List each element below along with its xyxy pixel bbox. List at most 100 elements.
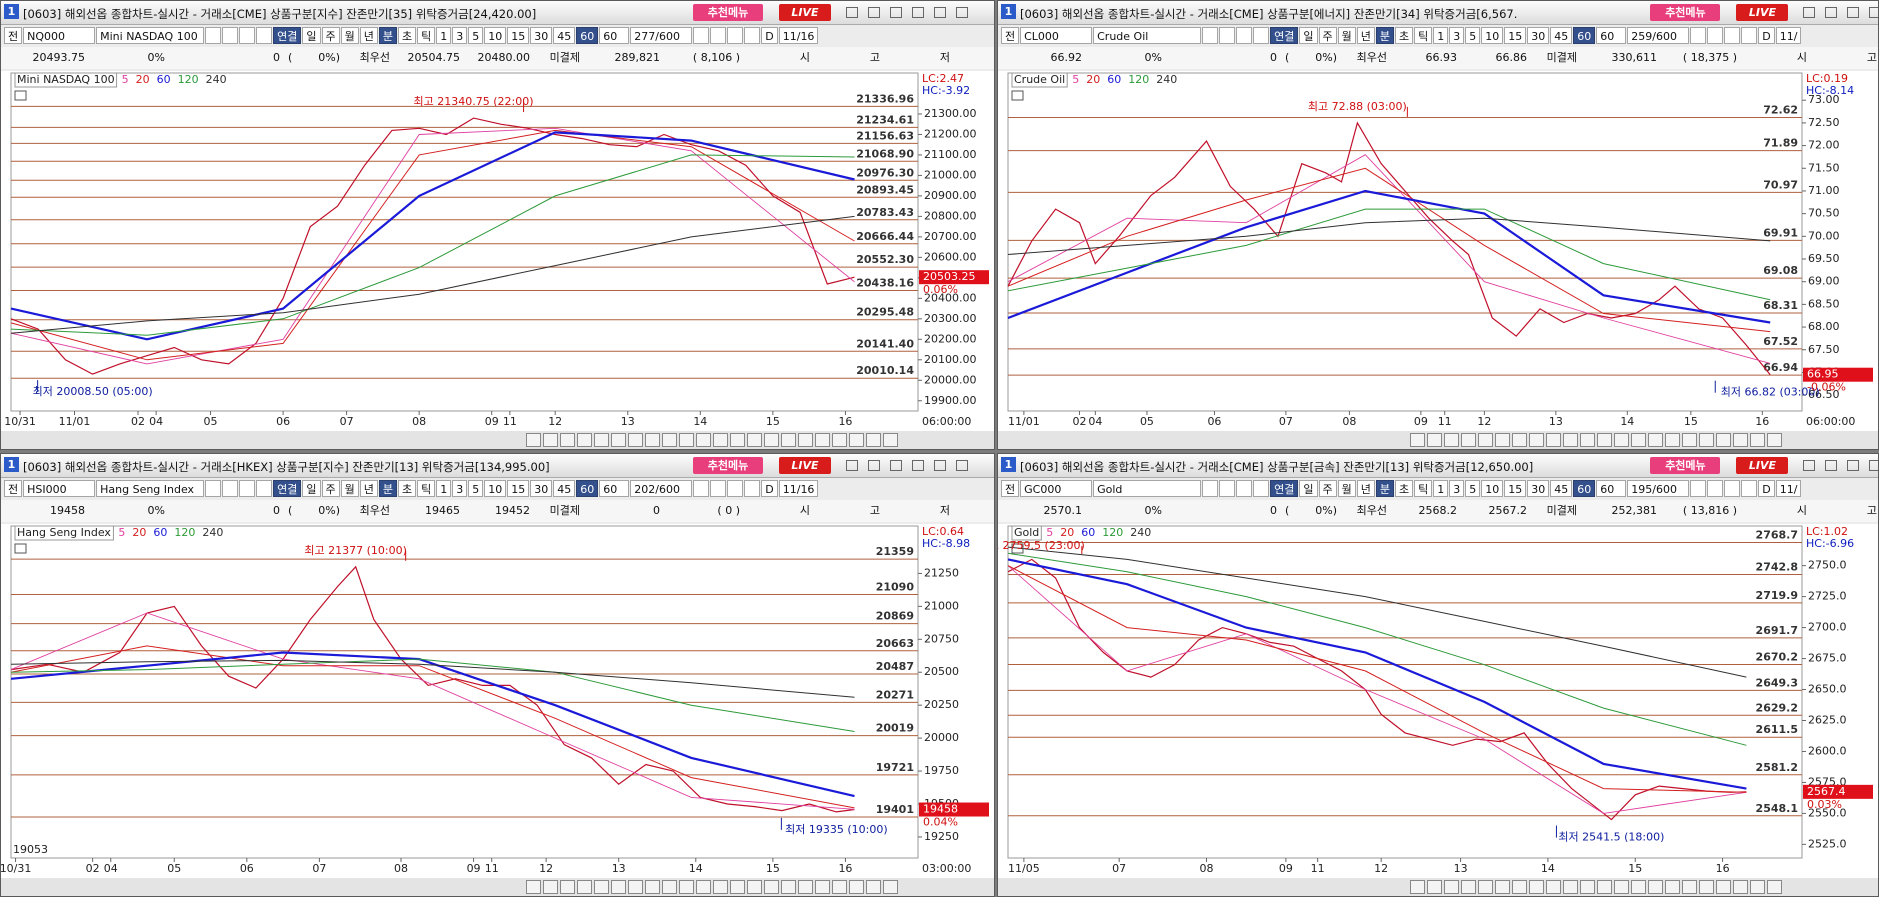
toolbar-button[interactable]: 10: [484, 27, 507, 44]
toolbar-button[interactable]: 년: [359, 480, 378, 497]
scroll-control[interactable]: [645, 433, 660, 447]
scroll-control[interactable]: [1444, 433, 1459, 447]
toolbar-button[interactable]: 10: [484, 480, 507, 497]
window-control[interactable]: [846, 460, 858, 471]
toolbar-button[interactable]: 30: [1527, 480, 1550, 497]
toolbar-button[interactable]: 월: [1337, 27, 1356, 44]
scroll-control[interactable]: [747, 880, 762, 894]
scroll-control[interactable]: [798, 433, 813, 447]
toolbar-button[interactable]: D: [1758, 480, 1775, 497]
scroll-control[interactable]: [577, 433, 592, 447]
scroll-control[interactable]: [1733, 880, 1748, 894]
toolbar-button[interactable]: 초: [398, 27, 417, 44]
toolbar-button[interactable]: 전: [1001, 480, 1020, 497]
toolbar-button[interactable]: Gold: [1093, 480, 1202, 497]
toolbar-button[interactable]: GC000: [1020, 480, 1093, 497]
toolbar-button[interactable]: 연결: [1270, 480, 1299, 497]
scroll-control[interactable]: [645, 880, 660, 894]
toolbar-button[interactable]: 년: [1356, 27, 1375, 44]
scroll-control[interactable]: [713, 880, 728, 894]
toolbar-button[interactable]: 일: [1299, 480, 1318, 497]
toolbar-button[interactable]: 틱: [1414, 27, 1433, 44]
scroll-control[interactable]: [1427, 433, 1442, 447]
scroll-control[interactable]: [1597, 433, 1612, 447]
scroll-control[interactable]: [1461, 433, 1476, 447]
scroll-control[interactable]: [730, 880, 745, 894]
toolbar-icon[interactable]: [1707, 480, 1724, 497]
toolbar-button[interactable]: 월: [1337, 480, 1356, 497]
toolbar-button[interactable]: 분: [1375, 480, 1394, 497]
scroll-control[interactable]: [1716, 433, 1731, 447]
toolbar-button[interactable]: 10: [1481, 480, 1504, 497]
window-control[interactable]: [846, 7, 858, 18]
toolbar-icon[interactable]: [1707, 27, 1724, 44]
scroll-control[interactable]: [730, 433, 745, 447]
scroll-control[interactable]: [611, 433, 626, 447]
window-control[interactable]: [890, 460, 902, 471]
toolbar-button[interactable]: 5: [1465, 480, 1481, 497]
toolbar-button[interactable]: 3: [452, 480, 468, 497]
promo-button[interactable]: 추천메뉴: [693, 457, 763, 474]
scroll-control[interactable]: [1529, 433, 1544, 447]
toolbar-button[interactable]: 주: [1318, 480, 1337, 497]
scroll-control[interactable]: [1767, 880, 1782, 894]
scroll-control[interactable]: [1444, 880, 1459, 894]
toolbar-button[interactable]: 전: [1001, 27, 1020, 44]
live-button[interactable]: LIVE: [1736, 457, 1789, 474]
toolbar-icon[interactable]: [205, 27, 222, 44]
scroll-control[interactable]: [1580, 433, 1595, 447]
live-button[interactable]: LIVE: [1736, 4, 1789, 21]
toolbar-button[interactable]: 5: [468, 27, 484, 44]
window-control[interactable]: [956, 460, 968, 471]
toolbar-button[interactable]: 60: [599, 27, 630, 44]
toolbar-icon[interactable]: [744, 480, 761, 497]
toolbar-button[interactable]: 259/600: [1627, 27, 1690, 44]
toolbar-button[interactable]: CL000: [1020, 27, 1093, 44]
promo-button[interactable]: 추천메뉴: [1650, 457, 1721, 474]
window-control[interactable]: [912, 7, 924, 18]
scroll-control[interactable]: [526, 433, 541, 447]
toolbar-button[interactable]: Crude Oil: [1093, 27, 1202, 44]
scroll-control[interactable]: [1512, 880, 1527, 894]
toolbar-icon[interactable]: [693, 27, 710, 44]
toolbar-icon[interactable]: [205, 480, 222, 497]
scroll-control[interactable]: [1563, 433, 1578, 447]
scroll-control[interactable]: [1682, 433, 1697, 447]
toolbar-button[interactable]: 주: [1318, 27, 1337, 44]
scroll-control[interactable]: [1665, 433, 1680, 447]
promo-button[interactable]: 추천메뉴: [1650, 4, 1721, 21]
scroll-control[interactable]: [1410, 880, 1425, 894]
scroll-control[interactable]: [1631, 880, 1646, 894]
live-button[interactable]: LIVE: [779, 4, 831, 21]
toolbar-icon[interactable]: [1690, 27, 1707, 44]
scroll-control[interactable]: [883, 433, 898, 447]
toolbar-button[interactable]: 분: [378, 480, 397, 497]
toolbar-button[interactable]: 분: [378, 27, 397, 44]
scroll-control[interactable]: [1512, 433, 1527, 447]
scroll-control[interactable]: [1699, 880, 1714, 894]
toolbar-button[interactable]: 1: [436, 27, 452, 44]
toolbar-icon[interactable]: [693, 480, 710, 497]
scroll-control[interactable]: [560, 880, 575, 894]
toolbar-button[interactable]: 30: [1527, 27, 1550, 44]
toolbar-button[interactable]: 초: [1395, 480, 1414, 497]
toolbar-button[interactable]: 15: [1504, 480, 1527, 497]
toolbar-button[interactable]: D: [761, 27, 778, 44]
scroll-control[interactable]: [628, 433, 643, 447]
scroll-control[interactable]: [679, 880, 694, 894]
toolbar-button[interactable]: 연결: [273, 27, 302, 44]
toolbar-button[interactable]: NQ000: [23, 27, 96, 44]
toolbar-button[interactable]: 15: [507, 480, 530, 497]
window-control[interactable]: [1869, 460, 1878, 471]
scroll-control[interactable]: [594, 433, 609, 447]
window-control[interactable]: [868, 460, 880, 471]
toolbar-button[interactable]: 45: [553, 27, 576, 44]
scroll-control[interactable]: [1546, 433, 1561, 447]
toolbar-icon[interactable]: [1724, 480, 1741, 497]
window-control[interactable]: [934, 7, 946, 18]
scroll-control[interactable]: [560, 433, 575, 447]
scroll-control[interactable]: [1716, 880, 1731, 894]
scroll-control[interactable]: [1665, 880, 1680, 894]
scroll-control[interactable]: [849, 880, 864, 894]
scroll-control[interactable]: [1563, 880, 1578, 894]
